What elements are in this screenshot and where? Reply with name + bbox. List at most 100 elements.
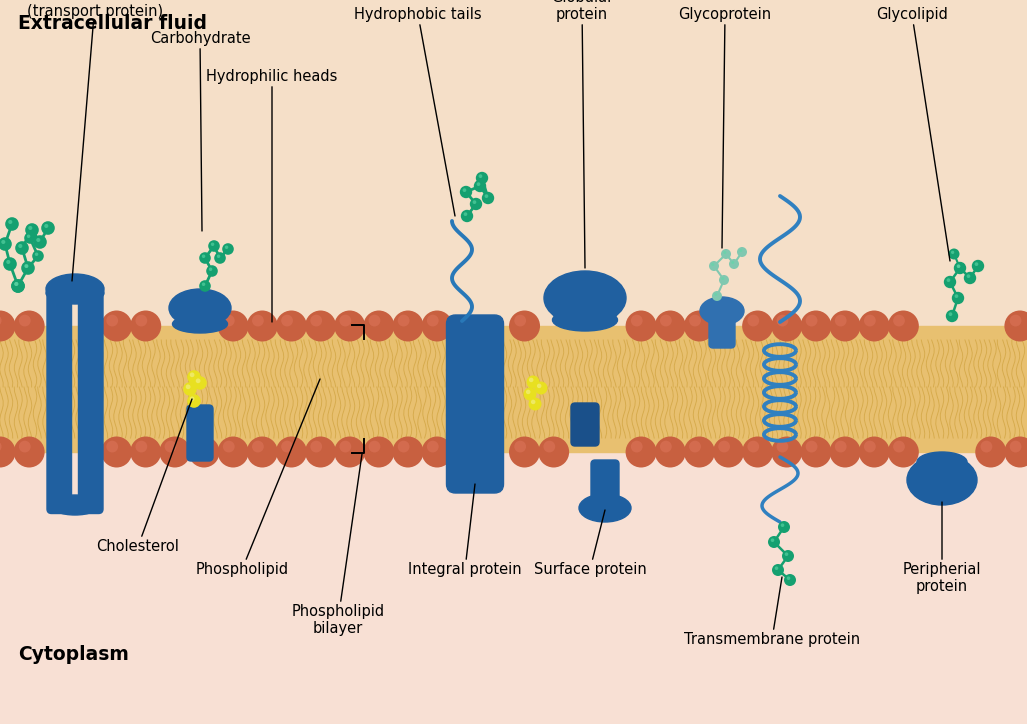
Ellipse shape (46, 274, 104, 304)
Circle shape (183, 382, 197, 396)
Circle shape (887, 437, 919, 468)
Circle shape (625, 437, 656, 468)
Text: Protein channel
(transport protein): Protein channel (transport protein) (27, 0, 163, 281)
Circle shape (130, 437, 161, 468)
Circle shape (427, 315, 439, 327)
Circle shape (731, 261, 734, 264)
Circle shape (136, 441, 147, 452)
Circle shape (785, 552, 789, 556)
Circle shape (531, 400, 535, 404)
Circle shape (655, 437, 686, 468)
Circle shape (422, 437, 453, 468)
Ellipse shape (553, 309, 617, 331)
Circle shape (951, 251, 954, 254)
Circle shape (13, 311, 44, 342)
Circle shape (18, 315, 31, 327)
Text: Transmembrane protein: Transmembrane protein (684, 577, 860, 647)
Circle shape (36, 238, 40, 242)
Circle shape (199, 280, 211, 292)
Circle shape (893, 441, 905, 452)
Circle shape (159, 437, 190, 468)
Circle shape (472, 201, 477, 204)
Circle shape (972, 260, 984, 272)
Circle shape (196, 379, 200, 383)
Circle shape (723, 251, 726, 254)
Circle shape (44, 224, 48, 228)
Circle shape (864, 315, 876, 327)
Circle shape (334, 437, 366, 468)
Circle shape (23, 262, 34, 274)
Circle shape (0, 437, 15, 468)
Circle shape (27, 235, 30, 238)
Circle shape (392, 437, 423, 468)
Circle shape (310, 315, 322, 327)
Circle shape (526, 390, 531, 394)
Ellipse shape (917, 452, 967, 472)
Ellipse shape (579, 494, 631, 522)
FancyBboxPatch shape (447, 315, 503, 493)
Circle shape (684, 437, 715, 468)
Circle shape (859, 311, 889, 342)
Circle shape (252, 315, 264, 327)
Text: Hydrophobic tails: Hydrophobic tails (354, 7, 482, 216)
Circle shape (397, 441, 410, 452)
Circle shape (772, 564, 784, 576)
Circle shape (476, 172, 488, 184)
Circle shape (211, 243, 215, 246)
FancyBboxPatch shape (709, 304, 735, 348)
Circle shape (187, 370, 201, 384)
Circle shape (305, 437, 336, 468)
Circle shape (334, 311, 366, 342)
Circle shape (276, 437, 307, 468)
Circle shape (136, 315, 147, 327)
Circle shape (473, 180, 486, 192)
Circle shape (223, 441, 235, 452)
Circle shape (369, 315, 380, 327)
Circle shape (718, 441, 730, 452)
Circle shape (835, 315, 846, 327)
Circle shape (364, 311, 394, 342)
Circle shape (787, 576, 791, 580)
Circle shape (5, 217, 18, 231)
Circle shape (800, 437, 832, 468)
Circle shape (0, 441, 2, 452)
Circle shape (32, 251, 44, 262)
Ellipse shape (173, 315, 228, 333)
Circle shape (776, 315, 789, 327)
Circle shape (1010, 315, 1022, 327)
Circle shape (534, 382, 547, 395)
Circle shape (660, 315, 672, 327)
Circle shape (427, 441, 439, 452)
Circle shape (392, 311, 423, 342)
Circle shape (975, 262, 979, 266)
Circle shape (8, 220, 12, 224)
Circle shape (14, 282, 18, 286)
Circle shape (743, 311, 773, 342)
Circle shape (1004, 311, 1027, 342)
Text: Glycoprotein: Glycoprotein (679, 7, 771, 248)
Circle shape (130, 311, 161, 342)
Circle shape (35, 253, 38, 256)
Circle shape (462, 188, 466, 192)
Circle shape (949, 312, 952, 316)
Circle shape (954, 294, 958, 298)
Circle shape (276, 311, 307, 342)
Circle shape (631, 441, 643, 452)
Circle shape (0, 237, 11, 251)
Circle shape (729, 259, 739, 269)
Text: Surface protein: Surface protein (534, 510, 646, 577)
Circle shape (947, 278, 950, 282)
Circle shape (954, 262, 966, 274)
Circle shape (281, 315, 293, 327)
Circle shape (748, 441, 759, 452)
Circle shape (369, 441, 380, 452)
Circle shape (776, 441, 789, 452)
Circle shape (477, 182, 481, 186)
Circle shape (721, 249, 731, 259)
Circle shape (944, 276, 956, 288)
Text: Cholesterol: Cholesterol (97, 399, 192, 554)
Ellipse shape (592, 483, 618, 497)
Circle shape (830, 437, 861, 468)
Circle shape (509, 311, 540, 342)
Circle shape (0, 315, 2, 327)
